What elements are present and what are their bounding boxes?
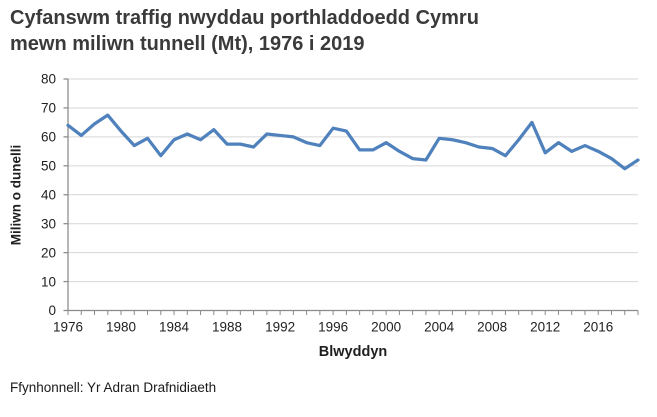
source-note: Ffynhonnell: Yr Adran Drafnidiaeth (10, 380, 217, 395)
x-tick-label: 1996 (318, 320, 348, 335)
x-tick-label: 1980 (106, 320, 136, 335)
y-tick-label: 20 (41, 245, 56, 260)
y-tick-label: 50 (41, 159, 56, 174)
y-tick-label: 30 (41, 216, 56, 231)
x-tick-label: 2012 (530, 320, 560, 335)
x-tick-label: 1992 (265, 320, 295, 335)
x-axis-title: Blwyddyn (318, 344, 388, 360)
x-tick-label: 2016 (583, 320, 613, 335)
chart-title: Cyfanswm traffig nwyddau porthladdoedd C… (10, 5, 479, 58)
x-tick-label: 1976 (53, 320, 83, 335)
x-tick-label: 1984 (159, 320, 190, 335)
chart-title-line1: Cyfanswm traffig nwyddau porthladdoedd C… (10, 7, 479, 29)
y-tick-label: 80 (41, 72, 56, 87)
x-tick-label: 2004 (424, 320, 455, 335)
y-tick-label: 10 (41, 274, 56, 289)
chart-title-line2: mewn miliwn tunnell (Mt), 1976 i 2019 (10, 33, 365, 56)
y-tick-label: 40 (41, 187, 56, 202)
y-tick-label: 60 (41, 130, 56, 145)
data-line (66, 113, 640, 171)
x-tick-label: 2000 (371, 320, 401, 335)
x-tick-label: 2008 (477, 320, 507, 335)
y-tick-label: 70 (41, 101, 56, 116)
x-tick-label: 1988 (212, 320, 242, 335)
y-tick-label: 0 (48, 303, 56, 318)
